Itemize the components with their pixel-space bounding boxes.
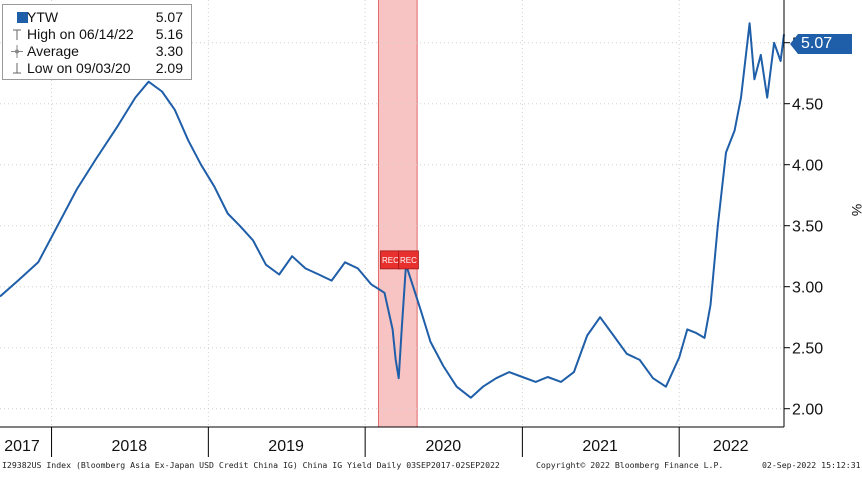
rec-flag-label: REC — [400, 256, 417, 265]
y-tick-label: 3.00 — [792, 280, 823, 297]
y-tick-label: 2.50 — [792, 341, 823, 358]
footer-bar: I29382US Index (Bloomberg Asia Ex-Japan … — [0, 459, 862, 473]
y-axis-label: % — [849, 204, 862, 216]
legend-label: Average — [27, 43, 79, 59]
badge-arrow-shape — [790, 34, 852, 54]
recession-band-layer — [377, 0, 418, 427]
last-value-badge: 5.07 — [790, 33, 852, 55]
rec-flag: REC — [380, 250, 401, 270]
x-tick-label: 2019 — [268, 438, 304, 455]
series-swatch-icon — [9, 9, 28, 26]
y-axis: 2.002.503.003.504.004.505.00 — [783, 0, 823, 427]
x-tick-label: 2022 — [713, 438, 749, 455]
legend-value: 5.16 — [155, 26, 183, 42]
x-tick-label: 2020 — [426, 438, 462, 455]
rec-flag-shape — [398, 250, 419, 270]
low-marker-icon — [9, 60, 25, 77]
legend-box: YTW 5.07 High on 06/14/22 5.16 Average 3… — [2, 4, 192, 80]
y-tick-label: 4.00 — [792, 158, 823, 175]
x-tick-label: 2021 — [582, 438, 618, 455]
rec-flag-layer: REC REC — [380, 250, 419, 270]
y-tick-label: 3.50 — [792, 219, 823, 236]
grid-layer — [0, 0, 784, 427]
series-line — [0, 22, 785, 399]
average-marker-icon — [9, 43, 25, 60]
legend-label: High on 06/14/22 — [27, 26, 134, 42]
legend-row-average: Average 3.30 — [3, 43, 191, 60]
footer-source: I29382US Index (Bloomberg Asia Ex-Japan … — [2, 460, 500, 470]
series-layer — [0, 22, 785, 399]
y-tick-label: 4.50 — [792, 97, 823, 114]
recession-band — [378, 0, 418, 427]
y-tick-label: 2.00 — [792, 402, 823, 419]
high-marker-icon — [9, 26, 25, 43]
footer-timestamp: 02-Sep-2022 15:12:31 — [762, 460, 861, 470]
legend-row-series: YTW 5.07 — [3, 9, 191, 26]
x-tick-label: 2018 — [112, 438, 148, 455]
rec-flag: REC — [398, 250, 419, 270]
legend-value: 2.09 — [155, 60, 183, 76]
legend-label: YTW — [27, 9, 59, 25]
x-axis: 2017 2018 2019 2020 2021 2022 — [0, 426, 784, 457]
legend-label: Low on 09/03/20 — [27, 60, 131, 76]
rec-flag-label: REC — [382, 256, 399, 265]
last-value-text: 5.07 — [801, 35, 833, 52]
legend-row-low: Low on 09/03/20 2.09 — [3, 60, 191, 77]
legend-value: 3.30 — [155, 43, 183, 59]
legend-row-high: High on 06/14/22 5.16 — [3, 26, 191, 43]
footer-copyright: Copyright© 2022 Bloomberg Finance L.P. — [536, 460, 724, 470]
legend-value: 5.07 — [155, 9, 183, 25]
x-tick-label: 2017 — [4, 438, 40, 455]
